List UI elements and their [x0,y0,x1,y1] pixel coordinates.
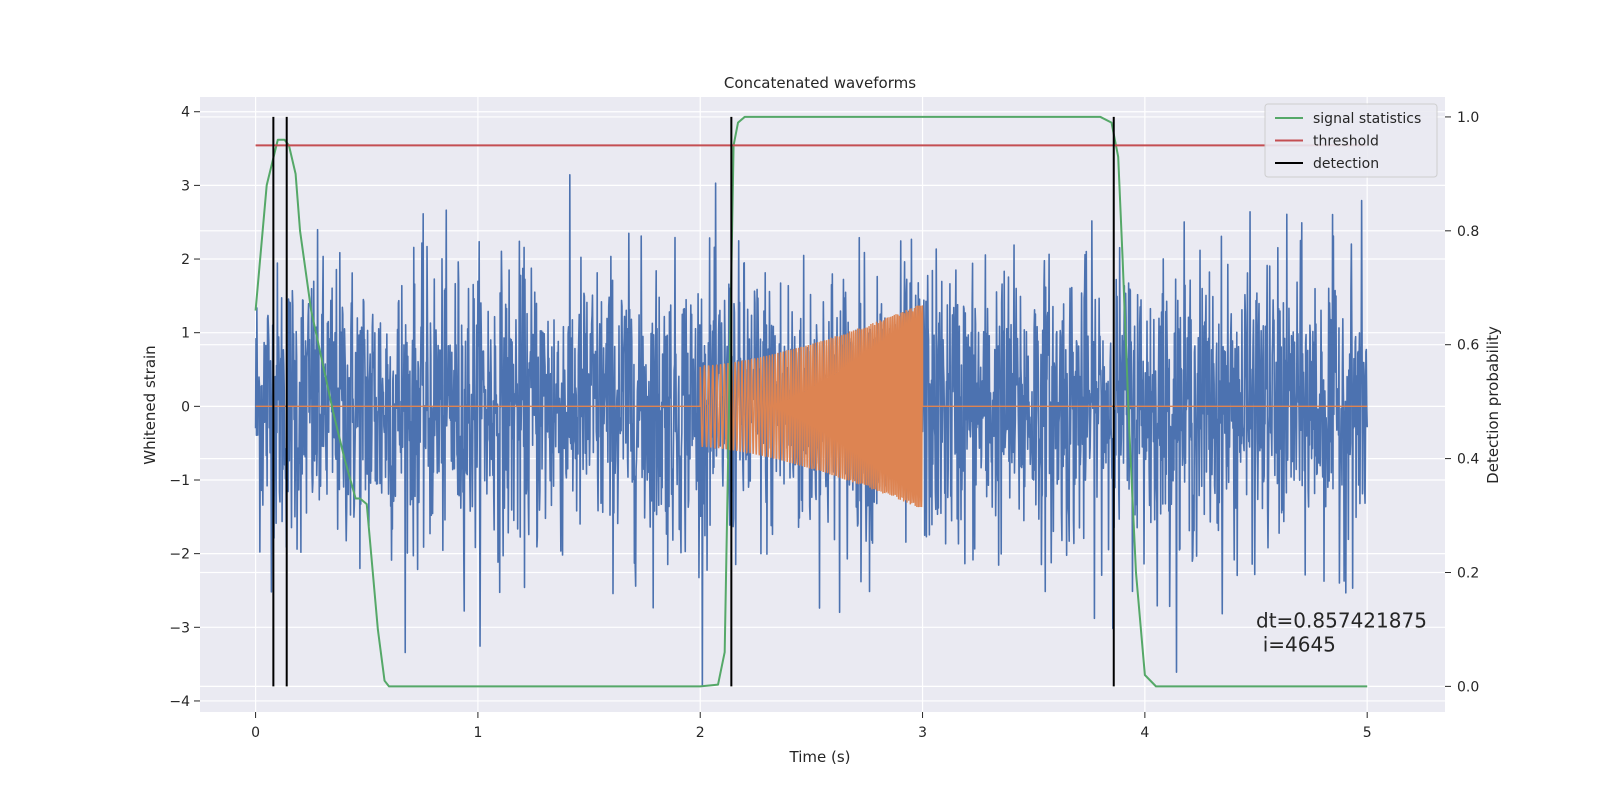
y-right-tick-label: 0.2 [1457,565,1479,581]
legend-box [1264,103,1438,178]
series-chirp [255,305,1368,508]
legend-label: threshold [1313,134,1379,150]
y-tick-label: −2 [169,547,190,563]
y-right-tick-label: 0.4 [1457,452,1479,468]
series-layer [254,115,1368,688]
legend-label: signal statistics [1313,111,1421,127]
legend: signal statistics threshold detection [1264,103,1438,178]
chart-title: Concatenated waveforms [724,74,916,92]
y-tick-label: −3 [169,620,190,636]
x-tick-label: 4 [1140,725,1149,741]
x-tick-label: 1 [473,725,482,741]
y-right-tick-label: 0.6 [1457,338,1479,354]
y-tick-label: 4 [181,105,190,121]
y-tick-label: 1 [181,326,190,342]
y-right-tick-label: 0.8 [1457,224,1479,240]
y-axis-label: Whitened strain [141,345,159,464]
y-right-tick-label: 1.0 [1457,110,1479,126]
x-tick-label: 5 [1363,725,1372,741]
x-axis-label: Time (s) [789,748,851,766]
y-tick-label: 0 [181,399,190,415]
y-tick-label: −1 [169,473,190,489]
y-right-tick-label: 0.0 [1457,679,1479,695]
annotation-text: dt=0.857421875 [1256,608,1427,632]
signal-statistics-line [254,115,1368,688]
annotation-text: i=4645 [1263,633,1336,657]
y-tick-label: 2 [181,252,190,268]
x-tick-label: 0 [251,725,260,741]
y-right-axis-label: Detection probability [1484,326,1502,484]
tick-layer: −4 −3 −2 −1 0 1 2 3 4 0.0 0.2 0.4 0.6 0.8 1.0 0 1 2 3 4 5 [169,105,1479,741]
y-tick-label: 3 [181,178,190,194]
y-tick-label: −4 [169,694,190,710]
x-tick-label: 2 [696,725,705,741]
legend-label: detection [1313,156,1379,172]
x-tick-label: 3 [918,725,927,741]
